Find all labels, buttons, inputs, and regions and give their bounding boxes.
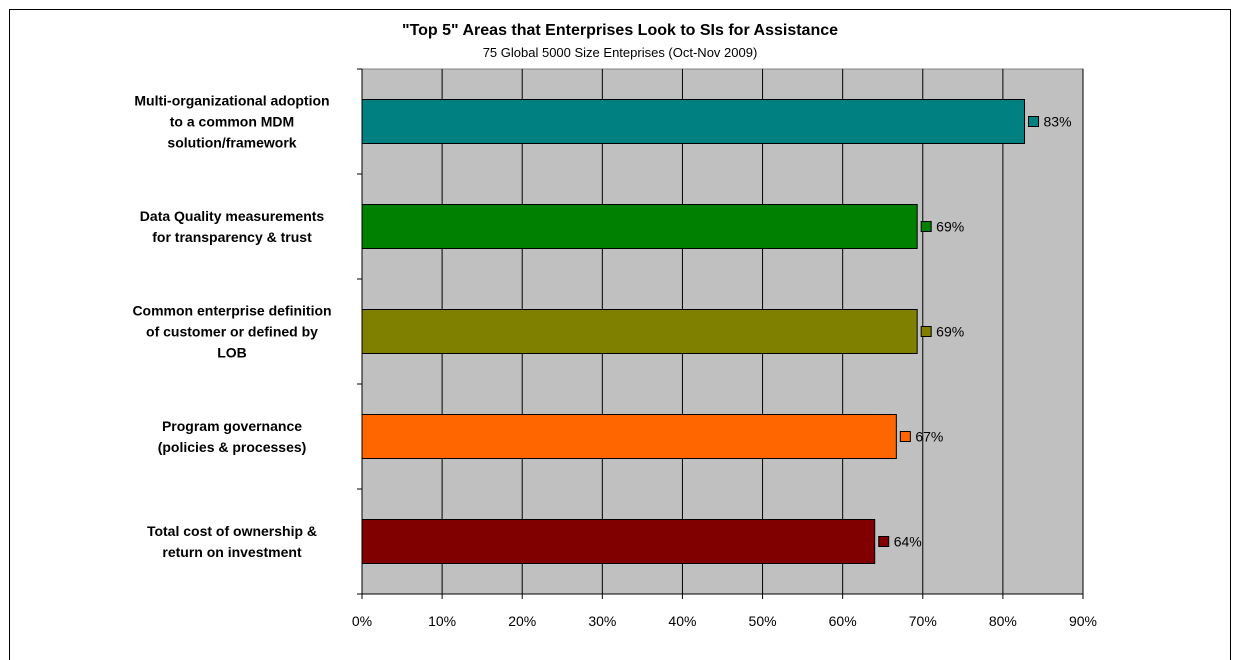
axes: [357, 68, 1084, 599]
x-tick-label: 80%: [989, 613, 1017, 629]
value-label-0: 83%: [1044, 114, 1072, 130]
x-tick-label: 40%: [668, 613, 696, 629]
bar-2: [361, 309, 918, 354]
category-label: of customer or defined by: [146, 324, 318, 340]
x-tick-label: 70%: [909, 613, 937, 629]
x-tick-label: 20%: [508, 613, 536, 629]
x-tick-label: 50%: [749, 613, 777, 629]
bar-0: [361, 99, 1026, 144]
bar-1: [361, 204, 918, 249]
x-tick-label: 30%: [588, 613, 616, 629]
value-label-2: 69%: [936, 324, 964, 340]
x-tick-label: 90%: [1069, 613, 1097, 629]
category-label: (policies & processes): [158, 439, 307, 455]
category-label: to a common MDM: [170, 114, 294, 130]
bars: [361, 99, 1026, 564]
value-labels: 83% 69% 69% 67% 64%: [878, 114, 1072, 550]
category-label: solution/framework: [167, 135, 296, 151]
x-tick-label: 10%: [428, 613, 456, 629]
x-tick-labels: 0% 10% 20% 30% 40% 50% 60% 70% 80% 90%: [352, 613, 1097, 629]
value-key-0: [1028, 116, 1040, 127]
value-label-1: 69%: [936, 219, 964, 235]
category-label: Multi-organizational adoption: [134, 93, 329, 109]
category-label: return on investment: [162, 544, 302, 560]
value-label-3: 67%: [915, 429, 943, 445]
value-key-2: [920, 326, 932, 337]
bar-4: [361, 519, 876, 564]
value-key-4: [878, 536, 890, 547]
category-label: Program governance: [162, 418, 302, 434]
category-label: for transparency & trust: [152, 229, 312, 245]
x-tick-label: 60%: [829, 613, 857, 629]
value-label-4: 64%: [894, 534, 922, 550]
category-label: LOB: [217, 345, 247, 361]
value-key-3: [899, 431, 911, 442]
category-label: Data Quality measurements: [140, 208, 325, 224]
chart-subtitle: 75 Global 5000 Size Enteprises (Oct-Nov …: [482, 45, 758, 60]
value-key-1: [920, 221, 932, 232]
category-label: Common enterprise definition: [132, 303, 331, 319]
x-tick-label: 0%: [352, 613, 372, 629]
category-label: Total cost of ownership &: [147, 523, 317, 539]
chart-title: "Top 5" Areas that Enterprises Look to S…: [401, 22, 839, 39]
bar-3: [361, 414, 897, 459]
category-labels: Multi-organizational adoption to a common…: [132, 93, 331, 561]
